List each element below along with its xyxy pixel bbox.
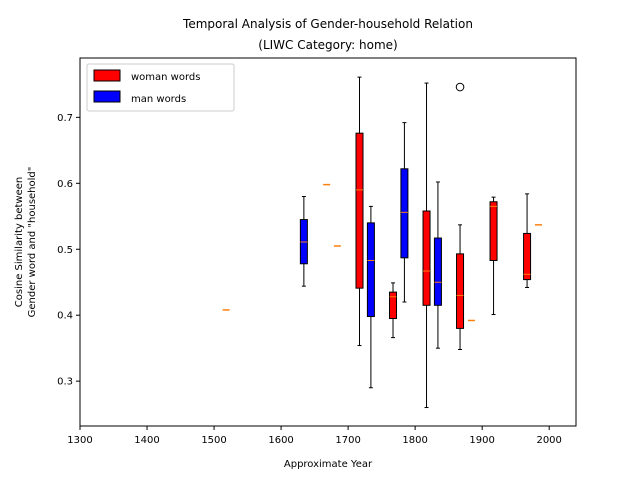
x-tick-label: 1800 — [402, 435, 427, 446]
y-tick-label: 0.7 — [57, 113, 73, 124]
box-body-man — [400, 168, 409, 259]
x-tick-label: 1600 — [268, 435, 293, 446]
box-man — [400, 122, 409, 303]
y-axis-label-line1: Cosine Similarity between — [14, 177, 25, 307]
plot-frame — [79, 57, 577, 427]
box-woman — [389, 282, 398, 339]
box-man — [366, 205, 375, 389]
x-axis-label: Approximate Year — [284, 459, 373, 470]
legend-frame — [86, 63, 235, 112]
box-outlier-woman — [455, 82, 465, 92]
y-tick-label: 0.5 — [57, 245, 73, 256]
box-plots — [222, 76, 542, 409]
x-tick-label: 1900 — [469, 435, 494, 446]
x-tick-label: 2000 — [536, 435, 561, 446]
y-axis-label-line2: Gender word and "household" — [27, 167, 38, 318]
y-axis-label: Cosine Similarity between Gender word an… — [14, 167, 38, 318]
legend-label-woman: woman words — [131, 72, 200, 83]
box-body-woman — [456, 253, 465, 329]
box-body-woman — [355, 132, 364, 289]
box-body-woman — [422, 210, 431, 306]
box-woman — [422, 82, 431, 409]
box-man — [299, 195, 308, 287]
y-tick-label: 0.3 — [57, 377, 73, 388]
box-body-man — [433, 237, 442, 306]
x-tick-label: 1300 — [67, 435, 92, 446]
box-body-woman — [489, 201, 498, 261]
plot-area — [80, 58, 576, 426]
x-tick-label: 1700 — [335, 435, 360, 446]
x-tick-label: 1500 — [201, 435, 226, 446]
box-woman — [523, 193, 532, 289]
chart-subtitle: (LIWC Category: home) — [258, 38, 397, 52]
box-body-woman — [523, 232, 532, 281]
box-woman — [455, 82, 465, 350]
legend-swatch-woman — [93, 69, 121, 82]
box-man — [433, 181, 442, 349]
legend-label-man: man words — [131, 94, 186, 105]
chart-title: Temporal Analysis of Gender-household Re… — [182, 17, 473, 31]
box-woman — [355, 76, 364, 347]
box-body-woman — [389, 291, 398, 320]
x-tick-label: 1400 — [134, 435, 159, 446]
box-body-man — [366, 222, 375, 318]
legend: woman words man words — [86, 63, 235, 112]
y-axis: 0.3 0.4 0.5 0.6 0.7 — [57, 113, 80, 388]
x-axis: 1300 1400 1500 1600 1700 1800 1900 2000 — [67, 426, 562, 446]
legend-swatch-man — [93, 90, 121, 103]
box-woman — [489, 196, 498, 316]
y-tick-label: 0.4 — [57, 311, 73, 322]
y-tick-label: 0.6 — [57, 179, 73, 190]
